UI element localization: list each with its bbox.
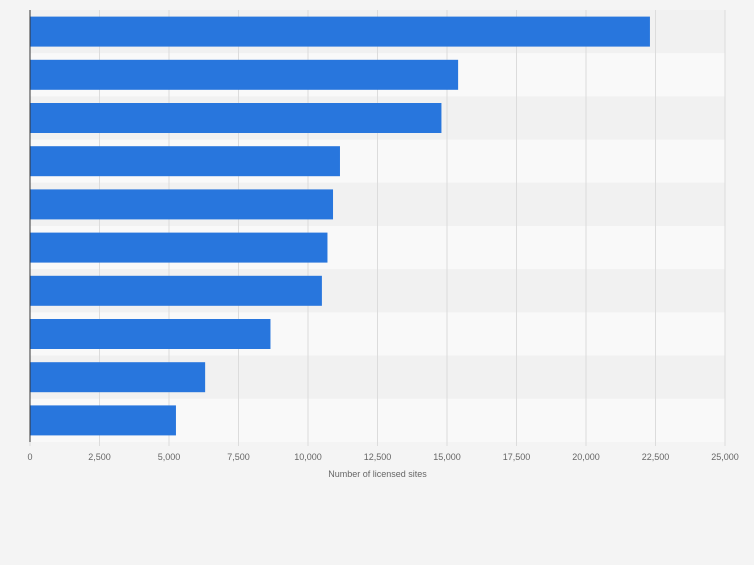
x-tick-label: 10,000 xyxy=(294,452,322,462)
bar xyxy=(30,103,442,133)
x-tick-label: 20,000 xyxy=(572,452,600,462)
bar xyxy=(30,232,328,263)
bar xyxy=(30,362,206,393)
x-tick-label: 22,500 xyxy=(642,452,670,462)
bar xyxy=(30,405,176,436)
bar xyxy=(30,16,650,47)
x-tick-label: 25,000 xyxy=(711,452,739,462)
x-tick-label: 5,000 xyxy=(158,452,181,462)
bar xyxy=(30,275,322,306)
x-axis-title: Number of licensed sites xyxy=(328,469,427,479)
x-axis-ticks: 0 2,500 5,000 7,500 10,000 12,500 15,000 17,500… xyxy=(27,442,739,462)
x-tick-label: 15,000 xyxy=(433,452,461,462)
x-tick-label: 0 xyxy=(27,452,32,462)
bar xyxy=(30,319,271,349)
bars xyxy=(30,16,650,436)
bar xyxy=(30,189,334,220)
x-tick-label: 12,500 xyxy=(364,452,392,462)
x-tick-label: 7,500 xyxy=(227,452,250,462)
x-tick-label: 2,500 xyxy=(88,452,111,462)
bar xyxy=(30,146,340,177)
bar xyxy=(30,59,459,90)
x-tick-label: 17,500 xyxy=(503,452,531,462)
